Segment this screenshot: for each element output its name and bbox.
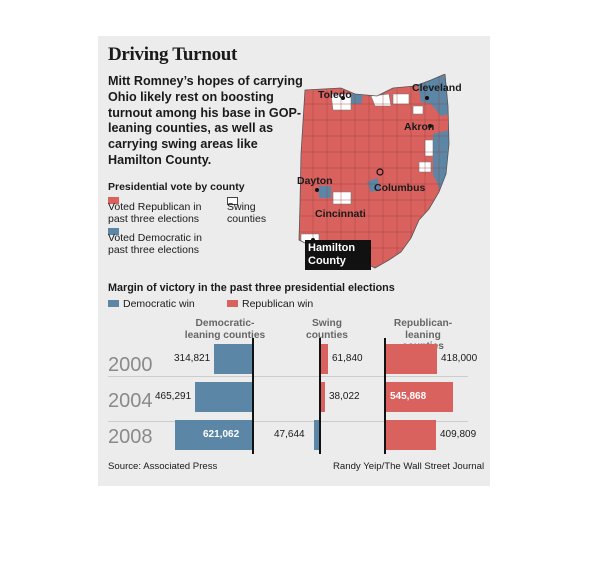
- year-label-2004: 2004: [108, 390, 153, 412]
- legend-label-republican: Voted Republican in past three elections: [108, 201, 202, 225]
- zero-axis-line: [252, 338, 254, 454]
- headline: Driving Turnout: [108, 44, 238, 65]
- bar-2008-group-2: [385, 420, 436, 450]
- bar-2008-group-1: [314, 420, 320, 450]
- bar-value-label: 418,000: [441, 353, 478, 364]
- zero-axis-line: [319, 338, 321, 454]
- bar-value-label: 545,868: [390, 391, 427, 402]
- legend-label-democratic: Voted Democratic in past three elections: [108, 232, 202, 256]
- ohio-republican-fill: [299, 74, 449, 268]
- bar-2004-group-2: [385, 382, 453, 412]
- bar-value-label: 38,022: [329, 391, 360, 402]
- bar-legend-label-republican: Republican win: [242, 298, 314, 310]
- legend-label-swing: Swing counties: [227, 201, 267, 225]
- hamilton-county-callout: Hamilton County: [305, 240, 371, 270]
- ohio-county-map: [298, 74, 450, 269]
- legend-swatch-democratic: [108, 228, 119, 235]
- bar-2004-group-0: [195, 382, 253, 412]
- credit-note: Randy Yeip/The Wall Street Journal: [333, 461, 485, 472]
- bar-2000-group-0: [214, 344, 253, 374]
- column-header-democratic-leaning: Democratic-leaning counties: [184, 318, 266, 341]
- bar-value-label: 61,840: [332, 353, 363, 364]
- row-separator: [108, 421, 468, 422]
- city-label-cleveland: Cleveland: [412, 82, 462, 94]
- city-dot-columbus: [376, 168, 384, 176]
- city-label-columbus: Columbus: [374, 182, 426, 194]
- source-note: Source: Associated Press: [108, 461, 218, 472]
- bar-2008-group-0: [175, 420, 253, 450]
- map-legend-title: Presidential vote by county: [108, 181, 245, 193]
- infographic-card: Driving Turnout Mitt Romney’s hopes of c…: [98, 36, 490, 486]
- row-separator: [108, 376, 468, 377]
- bar-legend-label-democratic: Democratic win: [123, 298, 195, 310]
- bar-2000-group-2: [385, 344, 437, 374]
- city-label-akron: Akron: [404, 121, 435, 133]
- year-label-2008: 2008: [108, 426, 153, 448]
- bar-chart-title: Margin of victory in the past three pres…: [108, 282, 395, 294]
- bar-value-label: 621,062: [203, 429, 240, 440]
- bar-value-label: 47,644: [274, 429, 305, 440]
- zero-axis-line: [384, 338, 386, 454]
- year-label-2000: 2000: [108, 354, 153, 376]
- bar-legend-swatch-republican: [227, 300, 238, 307]
- bar-2000-group-1: [320, 344, 328, 374]
- city-label-cincinnati: Cincinnati: [315, 208, 366, 220]
- city-dot-cleveland: [425, 96, 429, 100]
- bar-value-label: 409,809: [440, 429, 477, 440]
- bar-value-label: 465,291: [155, 391, 192, 402]
- legend-swatch-swing: [227, 197, 238, 205]
- legend-swatch-republican: [108, 197, 119, 204]
- city-label-dayton: Dayton: [297, 175, 333, 187]
- bar-2004-group-1: [320, 382, 325, 412]
- city-label-toledo: Toledo: [318, 89, 352, 101]
- city-dot-dayton: [315, 188, 319, 192]
- subheadline: Mitt Romney’s hopes of carrying Ohio lik…: [108, 74, 303, 167]
- city-dot-toledo: [341, 96, 345, 100]
- county-grid: [299, 74, 449, 268]
- bar-value-label: 314,821: [174, 353, 211, 364]
- bar-legend-swatch-democratic: [108, 300, 119, 307]
- bar-chart-plot: 314,821 465,291 621,062 61,840 38,022 47,644 4…: [98, 36, 490, 486]
- city-dot-akron: [428, 124, 432, 128]
- column-header-swing: Swing counties: [306, 318, 348, 341]
